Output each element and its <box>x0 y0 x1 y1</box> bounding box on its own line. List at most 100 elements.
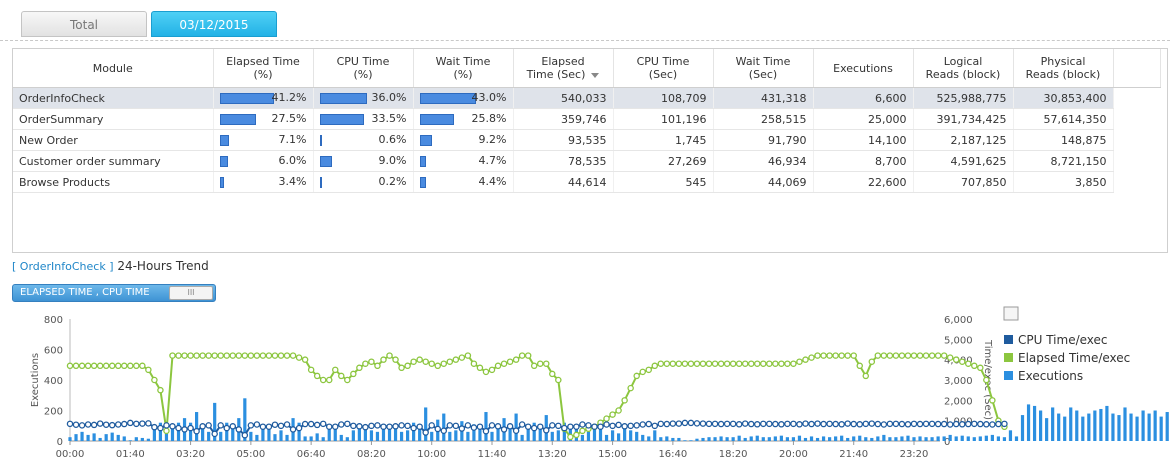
physical-reads-cell: 148,875 <box>1013 129 1114 151</box>
execution-bar <box>412 422 416 441</box>
execution-bar <box>303 436 307 441</box>
execution-bar <box>393 428 398 441</box>
sort-desc-icon[interactable] <box>591 72 600 78</box>
execution-bar <box>960 435 964 441</box>
elapsed-series-point <box>187 352 194 359</box>
column-header[interactable]: Wait Time (Sec) <box>713 49 814 88</box>
cpu-series-point <box>965 420 972 428</box>
table-header: Module Elapsed Time (%) CPU Time (%) Wait Tim… <box>13 49 1161 88</box>
elapsed-series-point <box>386 352 393 359</box>
trend-chart: 020040060080001,0002,0003,0004,0005,0006… <box>30 306 1169 460</box>
column-header[interactable]: Wait Time (%) <box>413 49 514 88</box>
percent-value: 33.5% <box>371 112 407 125</box>
cpu-series-point <box>609 422 616 430</box>
cpu-series-point <box>446 422 454 429</box>
execution-bar <box>942 436 946 441</box>
elapsed-pct-cell: 6.0% <box>213 150 314 172</box>
execution-bar <box>719 436 723 441</box>
execution-bar <box>418 427 422 441</box>
execution-bar <box>653 430 657 441</box>
cpu-series-point <box>145 420 152 427</box>
execution-bar <box>924 437 928 441</box>
elapsed-series-point <box>338 372 345 380</box>
elapsed-series-point <box>965 360 972 367</box>
module-name: New Order <box>13 129 214 151</box>
x-tick-label: 11:40 <box>478 449 507 460</box>
execution-bar <box>110 432 114 441</box>
column-header-line2: (Sec) <box>748 68 778 81</box>
execution-bar <box>1093 410 1097 441</box>
execution-bar <box>803 437 808 441</box>
cpu-series-point <box>386 423 393 430</box>
table-row[interactable]: Browse Products 3.4% 0.2% 4.4% 44,614 545 44,0… <box>13 171 1160 193</box>
percent-value: 4.4% <box>478 175 507 188</box>
table-row[interactable]: OrderInfoCheck 41.2% 36.0% 43.0% 540,033 108,… <box>13 87 1160 109</box>
elapsed-series-point <box>958 358 966 365</box>
execution-bar <box>255 434 259 441</box>
elapsed-series-point <box>621 397 628 404</box>
execution-bar <box>188 422 193 441</box>
column-header[interactable]: CPU Time (Sec) <box>613 49 714 88</box>
legend-label: Executions <box>1018 369 1083 383</box>
table-row[interactable]: Customer order summary 6.0% 9.0% 4.7% 78,535… <box>13 150 1160 172</box>
elapsed-series-point <box>145 366 152 374</box>
column-header[interactable]: Executions <box>813 49 914 88</box>
elapsed-sec-cell: 540,033 <box>513 87 614 109</box>
cpu-series-point <box>886 420 894 428</box>
wait-pct-cell: 9.2% <box>413 129 514 151</box>
elapsed-series-point <box>784 360 791 367</box>
elapsed-pct-cell: 7.1% <box>213 129 314 151</box>
percent-value: 6.0% <box>278 154 307 167</box>
elapsed-series-point <box>283 352 291 359</box>
execution-bar <box>158 422 163 441</box>
elapsed-series-point <box>422 358 429 365</box>
column-header[interactable]: Logical Reads (block) <box>913 49 1014 88</box>
metric-toggle[interactable]: ELAPSED TIME , CPU TIME III <box>12 284 216 302</box>
column-header[interactable]: Physical Reads (block) <box>1013 49 1114 88</box>
column-header[interactable]: Module <box>13 49 214 88</box>
x-tick-label: 16:40 <box>658 449 687 460</box>
cpu-series-point <box>699 420 707 427</box>
elapsed-series-point <box>416 356 423 363</box>
elapsed-series-point <box>802 356 809 363</box>
elapsed-series-point <box>820 352 827 359</box>
elapsed-series-point <box>844 352 851 359</box>
cpu-series-point <box>259 423 267 430</box>
table-row[interactable]: New Order 7.1% 0.6% 9.2% 93,535 1,745 91,790 14… <box>13 129 1160 151</box>
elapsed-series-point <box>735 360 743 367</box>
trend-module-label[interactable]: [ OrderInfoCheck ] <box>12 260 114 273</box>
cpu-series-point <box>181 426 188 433</box>
x-tick-label: 01:40 <box>116 449 145 460</box>
elapsed-series-point <box>223 352 230 359</box>
column-header-line1: Executions <box>833 61 893 75</box>
logical-reads-cell: 525,988,775 <box>913 87 1014 109</box>
elapsed-series-point <box>482 368 490 376</box>
execution-bar <box>797 435 802 441</box>
execution-bar <box>610 430 615 441</box>
column-header-line1: Elapsed <box>541 55 585 68</box>
y2-tick-label: 0 <box>944 437 950 448</box>
cpu-series-point <box>669 420 677 427</box>
cpu-series-point <box>627 422 634 430</box>
execution-bar <box>647 436 651 441</box>
elapsed-series-point <box>983 376 990 384</box>
column-header[interactable]: Elapsed Time (Sec) <box>513 49 614 88</box>
execution-bar <box>249 431 253 441</box>
tab-date[interactable]: 03/12/2015 <box>151 11 277 37</box>
elapsed-series-point <box>971 362 978 370</box>
cpu-series-point <box>187 424 194 432</box>
elapsed-series-point <box>952 356 960 363</box>
column-header[interactable]: CPU Time (%) <box>313 49 414 88</box>
tab-total[interactable]: Total <box>21 11 147 37</box>
cpu-series-point <box>940 420 948 428</box>
cpu-series-point <box>784 420 791 428</box>
execution-bar <box>604 434 609 441</box>
cpu-series-point <box>84 421 92 428</box>
execution-bar <box>773 436 777 441</box>
table-row[interactable]: OrderSummary 27.5% 33.5% 25.8% 359,746 101,19… <box>13 108 1160 130</box>
toggle-knob[interactable]: III <box>169 286 213 300</box>
execution-bar <box>1014 436 1019 441</box>
cpu-series-point <box>989 421 996 428</box>
column-header[interactable]: Elapsed Time (%) <box>213 49 314 88</box>
elapsed-series-point <box>476 364 484 372</box>
